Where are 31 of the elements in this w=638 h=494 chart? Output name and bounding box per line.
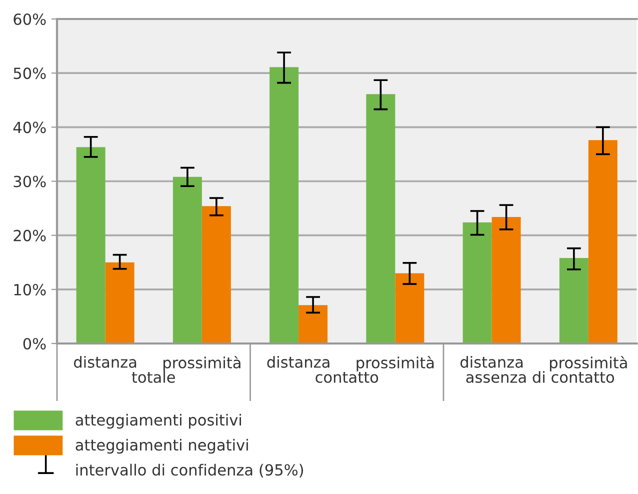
legend-label: atteggiamenti negativi [76,438,248,454]
bar [395,273,424,344]
text: contatto [316,372,378,383]
text: totale [132,371,175,383]
text: intervallo di confidenza (95%) [76,464,303,478]
legend-label: atteggiamenti positivi [76,414,241,429]
bar [492,216,521,344]
y-tick-label: 20% [14,230,46,242]
x-tick-label: prossimità [550,356,627,372]
bar [366,94,396,344]
x-tick-label: prossimità [164,356,240,372]
x-tick-label: distanza [74,356,136,368]
x-tick-label: prossimità [356,356,434,372]
bar [172,176,202,344]
y-tick-label: 0% [23,338,46,350]
bar [270,67,299,344]
bar [76,147,106,344]
bar [202,206,231,344]
x-tick-label: distanza [267,356,330,368]
bar [105,262,134,344]
text: assenza di contatto [466,371,614,383]
bar [462,222,492,344]
y-tick-label: 10% [14,284,46,296]
bar [588,140,618,344]
x-tick-label: distanza [460,356,523,368]
y-tick-label: 50% [14,68,46,80]
bar [559,258,588,344]
y-tick-label: 30% [14,176,46,188]
y-tick-label: 60% [14,13,46,26]
y-tick-label: 40% [13,122,46,134]
bar [298,305,328,344]
